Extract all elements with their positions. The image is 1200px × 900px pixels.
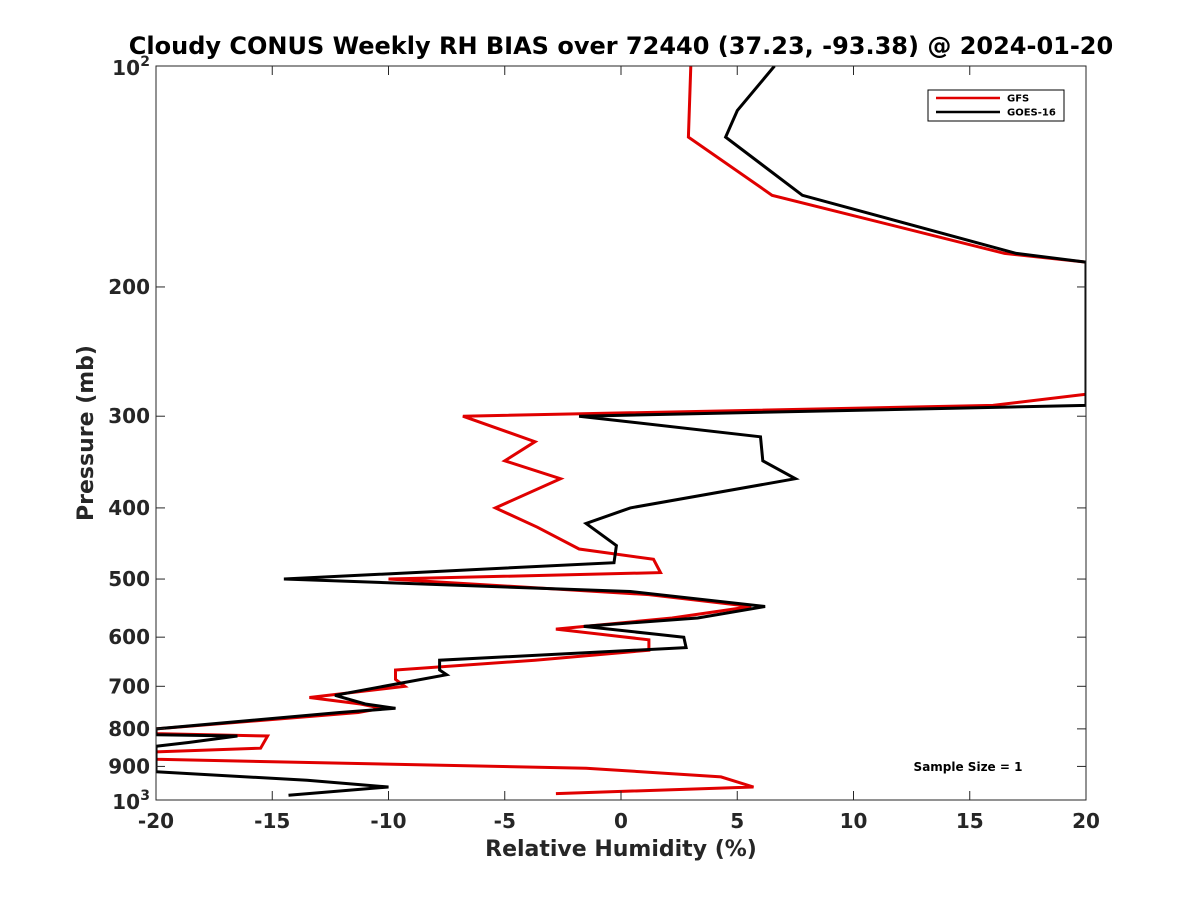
sample-size-annotation: Sample Size = 1: [914, 760, 1023, 774]
y-tick-label: 200: [108, 275, 150, 299]
series-line-goes-16: [156, 66, 1086, 797]
y-tick-label: 400: [108, 496, 150, 520]
y-axis-label: Pressure (mb): [74, 345, 99, 521]
legend-box: [927, 89, 1065, 122]
legend-label: GOES-16: [1007, 108, 1056, 119]
y-tick-exponent: 3: [140, 788, 150, 804]
series-layer: [156, 66, 1086, 797]
y-tick-label: 900: [108, 754, 150, 778]
y-tick-exponent: 2: [140, 54, 150, 70]
x-tick-label: -15: [254, 809, 290, 833]
x-axis: -20 -15 -10 -5 0 5 10 15 20: [138, 66, 1100, 833]
y-tick-label: 600: [108, 625, 150, 649]
y-tick-base: 10: [112, 56, 140, 80]
legend-label: GFS: [1007, 94, 1029, 105]
y-tick-label: 800: [108, 717, 150, 741]
x-tick-label: 0: [614, 809, 628, 833]
x-tick-label: 10: [840, 809, 868, 833]
x-tick-label: -20: [138, 809, 174, 833]
x-tick-label: -10: [370, 809, 406, 833]
x-tick-label: -5: [494, 809, 516, 833]
y-tick-label: 210: [112, 54, 150, 80]
chart-title: Cloudy CONUS Weekly RH BIAS over 72440 (…: [129, 32, 1113, 60]
x-tick-label: 20: [1072, 809, 1100, 833]
x-axis-label: Relative Humidity (%): [485, 837, 757, 862]
x-tick-label: 15: [956, 809, 984, 833]
y-tick-base: 10: [112, 790, 140, 814]
plot-frame: [155, 65, 1087, 801]
y-tick-label: 700: [108, 674, 150, 698]
y-tick-label: 500: [108, 567, 150, 591]
series-line-gfs: [156, 66, 1086, 796]
y-tick-label: 310: [112, 788, 150, 814]
y-tick-label: 300: [108, 404, 150, 428]
x-tick-label: 5: [730, 809, 744, 833]
legend: GFS GOES-16: [927, 89, 1065, 122]
